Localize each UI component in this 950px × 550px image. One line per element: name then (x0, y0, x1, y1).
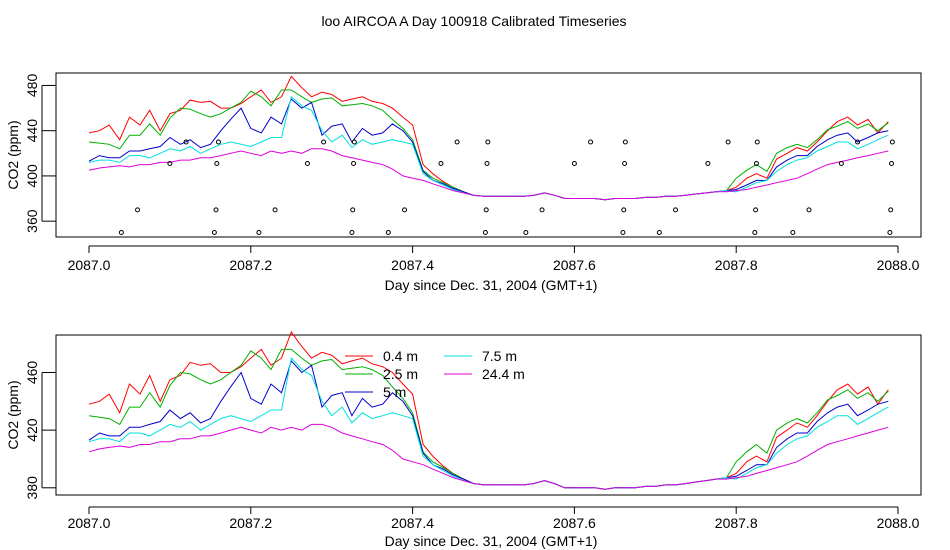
top-scatter-point (484, 160, 490, 166)
top-x-tick-label: 2087.2 (229, 257, 272, 273)
top-y-axis: 360 400 440 480 (24, 74, 56, 233)
top-scatter-point (622, 139, 628, 145)
top-y-tick-label: 440 (24, 119, 40, 143)
top-scatter-point (656, 229, 662, 235)
top-scatter-point (350, 207, 356, 213)
top-panel: 2087.0 2087.2 2087.4 2087.6 2087.8 2088.0 360… (5, 72, 922, 293)
top-x-tick-label: 2087.0 (68, 257, 111, 273)
top-scatter-point (385, 229, 391, 235)
top-scatter-point (454, 139, 460, 145)
bottom-x-tick-label: 2087.2 (229, 515, 272, 531)
top-scatter-point (256, 229, 262, 235)
top-scatter-point (725, 139, 731, 145)
top-scatter-points (118, 139, 895, 235)
top-scatter-point (889, 160, 895, 166)
top-plot-frame (55, 72, 922, 238)
top-y-tick-label: 360 (24, 209, 40, 233)
top-y-tick-label: 400 (24, 164, 40, 188)
top-x-tick-label: 2087.6 (553, 257, 596, 273)
bottom-x-tick-label: 2087.8 (715, 515, 758, 531)
top-series-line-0-4-m (88, 75, 889, 201)
top-x-axis: 2087.0 2087.2 2087.4 2087.6 2087.8 2088.0 (68, 245, 920, 273)
top-scatter-point (304, 160, 310, 166)
bottom-y-tick-label: 460 (24, 361, 40, 385)
top-scatter-point (211, 229, 217, 235)
page-title: loo AIRCOA A Day 100918 Calibrated Times… (321, 13, 626, 29)
top-scatter-point (790, 229, 796, 235)
bottom-y-tick-label: 420 (24, 418, 40, 442)
top-scatter-point (855, 139, 861, 145)
bottom-x-tick-label: 2087.0 (68, 515, 111, 531)
top-x-axis-label: Day since Dec. 31, 2004 (GMT+1) (385, 277, 598, 293)
legend-label: 5 m (383, 384, 406, 400)
bottom-y-axis-label: CO2 (ppm) (5, 380, 21, 449)
top-y-tick-label: 480 (24, 74, 40, 98)
top-scatter-point (135, 207, 141, 213)
top-scatter-point (753, 207, 759, 213)
top-scatter-point (214, 160, 220, 166)
top-scatter-point (620, 229, 626, 235)
legend-label: 24.4 m (482, 366, 525, 382)
bottom-x-tick-label: 2087.4 (391, 515, 434, 531)
top-scatter-point (351, 139, 357, 145)
top-scatter-point (806, 207, 812, 213)
top-scatter-point (622, 160, 628, 166)
top-scatter-point (705, 160, 711, 166)
top-scatter-point (321, 139, 327, 145)
legend-label: 7.5 m (482, 348, 517, 364)
top-scatter-point (621, 207, 627, 213)
bottom-series-lines (88, 331, 889, 490)
top-scatter-point (213, 207, 219, 213)
top-scatter-point (183, 139, 189, 145)
bottom-plot-frame (55, 334, 922, 496)
bottom-x-tick-label: 2088.0 (877, 515, 920, 531)
top-scatter-point (889, 139, 895, 145)
top-scatter-point (351, 160, 357, 166)
legend-label: 0.4 m (383, 348, 418, 364)
top-scatter-point (673, 207, 679, 213)
top-x-tick-label: 2088.0 (877, 257, 920, 273)
bottom-x-axis: 2087.0 2087.2 2087.4 2087.6 2087.8 2088.0 (68, 506, 920, 531)
top-scatter-point (438, 160, 444, 166)
legend-label: 2.5 m (383, 366, 418, 382)
bottom-x-axis-label: Day since Dec. 31, 2004 (GMT+1) (385, 533, 598, 549)
top-scatter-point (402, 207, 408, 213)
top-scatter-point (887, 229, 893, 235)
top-scatter-point (539, 207, 545, 213)
bottom-x-tick-label: 2087.6 (553, 515, 596, 531)
top-scatter-point (753, 160, 759, 166)
bottom-series-line-24-4-m (88, 423, 889, 490)
top-scatter-point (272, 207, 278, 213)
top-x-tick-label: 2087.8 (715, 257, 758, 273)
top-y-axis-label: CO2 (ppm) (5, 120, 21, 189)
top-series-line-24-4-m (88, 148, 889, 201)
top-scatter-point (118, 229, 124, 235)
top-scatter-point (523, 229, 529, 235)
top-scatter-point (838, 160, 844, 166)
top-scatter-point (215, 139, 221, 145)
top-scatter-point (588, 139, 594, 145)
top-scatter-point (752, 229, 758, 235)
top-scatter-point (485, 139, 491, 145)
top-scatter-point (167, 160, 173, 166)
top-series-lines (88, 75, 889, 201)
top-x-tick-label: 2087.4 (391, 257, 434, 273)
top-scatter-point (349, 229, 355, 235)
top-scatter-point (754, 139, 760, 145)
top-scatter-point (483, 207, 489, 213)
bottom-panel: 2087.0 2087.2 2087.4 2087.6 2087.8 2088.0 380… (5, 331, 922, 549)
bottom-y-axis: 380 420 460 (24, 361, 56, 500)
top-scatter-point (482, 229, 488, 235)
top-scatter-point (888, 207, 894, 213)
bottom-y-tick-label: 380 (24, 476, 40, 500)
bottom-legend: 0.4 m 2.5 m 5 m 7.5 m 24.4 m (345, 348, 525, 400)
top-scatter-point (571, 160, 577, 166)
